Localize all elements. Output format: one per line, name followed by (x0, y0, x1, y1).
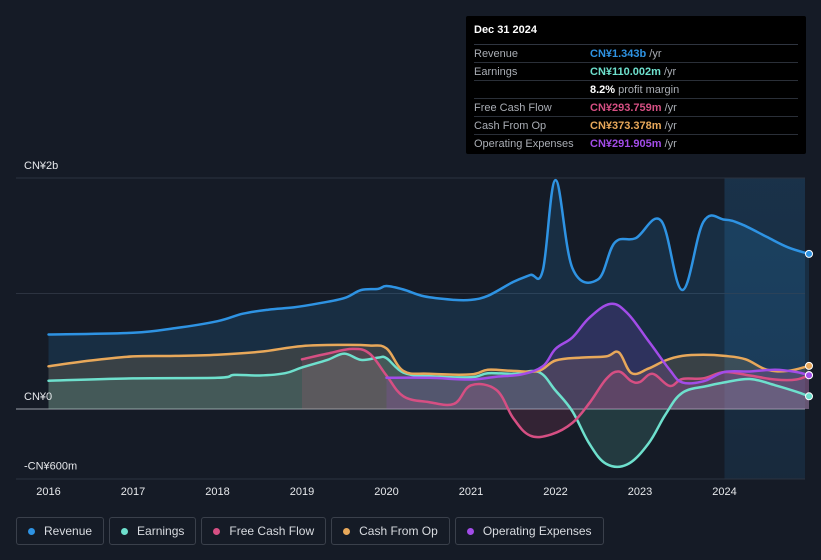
earnings-line (47, 352, 811, 469)
tooltip-row: Cash From Op CN¥373.378m/yr (474, 117, 798, 135)
forecast-region (724, 178, 805, 479)
x-axis-tick-label: 2021 (459, 486, 483, 498)
tooltip-row-unit: /yr (649, 47, 662, 60)
tooltip-row-value: CN¥373.378m (590, 119, 662, 132)
tooltip-row: Operating Expenses CN¥291.905m/yr (474, 135, 798, 152)
x-axis-tick-label: 2018 (205, 486, 229, 498)
free-cash-flow-line (300, 347, 811, 439)
tooltip-row-label: Earnings (474, 65, 518, 78)
legend-label: Cash From Op (359, 524, 438, 538)
x-axis-tick-label: 2022 (543, 486, 567, 498)
x-axis-tick-label: 2024 (712, 486, 736, 498)
operating-expenses-line (385, 302, 811, 385)
y-axis-label: CN¥2b (24, 160, 58, 172)
tooltip-row-unit: /yr (663, 65, 677, 78)
x-axis-tick-label: 2023 (628, 486, 652, 498)
tooltip-date: Dec 31 2024 (474, 24, 798, 45)
x-axis-tick-label: 2017 (121, 486, 145, 498)
earnings-end-marker (805, 392, 813, 401)
tooltip-row: 8.2% profit margin (474, 81, 798, 99)
legend-item-operating-expenses[interactable]: Operating Expenses (454, 517, 604, 545)
y-axis-label: -CN¥600m (24, 460, 77, 472)
earnings-area (48, 353, 809, 467)
x-axis-tick-label: 2020 (374, 486, 398, 498)
tooltip-row-value: CN¥110.002m (590, 65, 661, 78)
x-axis-tick-label: 2016 (36, 486, 60, 498)
legend-dot-icon (121, 527, 129, 535)
cash-from-op-line (47, 343, 811, 376)
revenue-end-marker (805, 249, 813, 258)
legend-label: Revenue (44, 524, 93, 538)
legend-dot-icon (213, 527, 221, 535)
legend-dot-icon (28, 527, 35, 535)
tooltip-row-label: Revenue (474, 47, 519, 60)
tooltip-row-unit: /yr (664, 137, 677, 150)
revenue-line (47, 178, 811, 336)
legend-dot-icon (466, 527, 474, 535)
legend-item-revenue[interactable]: Revenue (16, 517, 105, 545)
legend-label: Free Cash Flow (229, 524, 315, 538)
legend-label: Operating Expenses (482, 524, 592, 538)
tooltip-row: Revenue CN¥1.343b/yr (474, 45, 798, 63)
legend-item-cash-from-op[interactable]: Cash From Op (331, 517, 450, 545)
tooltip-row: Free Cash Flow CN¥293.759m/yr (474, 99, 798, 117)
tooltip-row-value: 8.2% (590, 83, 616, 96)
legend: Revenue Earnings Free Cash Flow Cash From O… (16, 517, 604, 545)
legend-dot-icon (343, 527, 351, 535)
operating-expenses-end-marker (805, 371, 813, 380)
tooltip-panel: Dec 31 2024 Revenue CN¥1.343b/yr Earnings C… (466, 16, 806, 154)
tooltip-row-label: Free Cash Flow (474, 101, 552, 114)
y-axis-label: CN¥0 (24, 391, 52, 403)
tooltip-row-unit: /yr (664, 101, 677, 114)
tooltip-row-unit: /yr (664, 119, 677, 132)
legend-label: Earnings (137, 524, 185, 538)
tooltip-row-value: CN¥1.343b (590, 47, 647, 60)
cash-from-op-end-marker (805, 361, 813, 370)
tooltip-row-value: CN¥293.759m (590, 101, 662, 114)
tooltip-row-label: Operating Expenses (474, 137, 574, 150)
legend-item-earnings[interactable]: Earnings (109, 517, 197, 545)
legend-item-free-cash-flow[interactable]: Free Cash Flow (201, 517, 327, 545)
tooltip-row-value: CN¥291.905m (590, 137, 662, 150)
x-axis-tick-label: 2019 (290, 486, 314, 498)
tooltip-row-label: Cash From Op (474, 119, 547, 132)
tooltip-row: Earnings CN¥110.002m/yr (474, 63, 798, 81)
tooltip-row-unit: profit margin (618, 83, 680, 96)
